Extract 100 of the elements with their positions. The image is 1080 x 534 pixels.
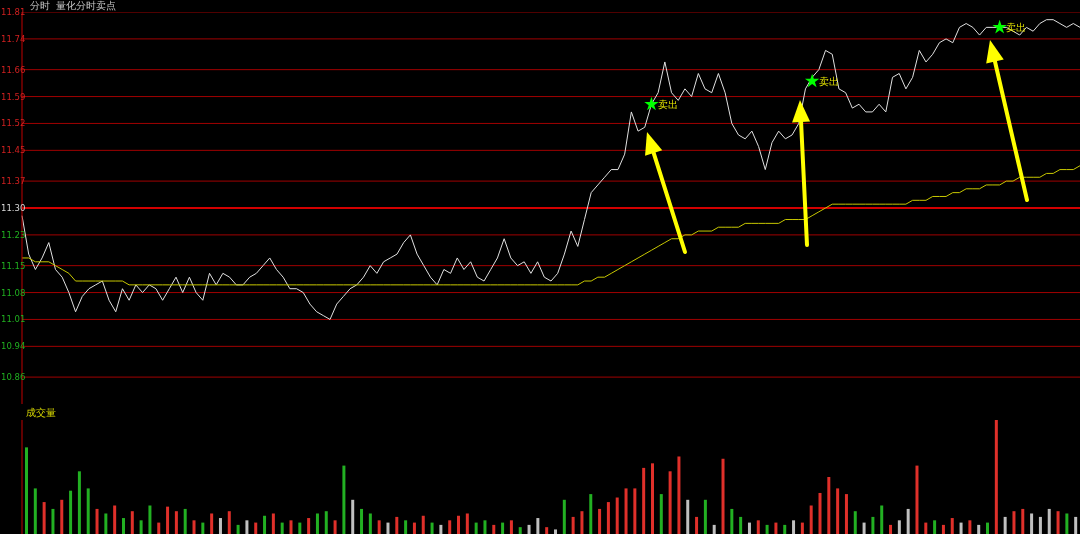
bar [880, 505, 884, 534]
bar [536, 518, 540, 534]
bar [968, 520, 972, 534]
bar [633, 488, 637, 534]
bar [465, 513, 469, 534]
bar [809, 505, 813, 534]
chart-title: 分时 量化分时卖点 [30, 0, 117, 12]
bar [25, 447, 28, 534]
bar [518, 527, 522, 534]
y-tick-label: 11.59 [1, 91, 26, 102]
bar [183, 508, 187, 534]
bar [271, 513, 275, 534]
bar [977, 524, 981, 534]
bar [703, 499, 707, 534]
bar [86, 488, 90, 534]
bar [386, 522, 390, 534]
bar [844, 494, 848, 534]
bar [730, 508, 734, 534]
bar [60, 499, 64, 534]
bar [650, 463, 654, 534]
bar [677, 456, 681, 534]
bar [77, 471, 81, 534]
bar [51, 508, 55, 534]
bar [624, 488, 628, 534]
y-tick-label: 11.23 [1, 229, 26, 240]
bar [659, 494, 663, 534]
bar [862, 522, 866, 534]
bar [395, 516, 399, 534]
bar [33, 488, 37, 534]
y-tick-label: 11.37 [1, 176, 26, 187]
y-tick-label: 11.66 [1, 64, 26, 75]
bar [157, 522, 161, 534]
bar [800, 522, 804, 534]
bar [1056, 511, 1060, 534]
bar [298, 522, 302, 534]
bar [130, 511, 134, 534]
y-tick-label: 11.81 [1, 7, 26, 17]
bar [430, 522, 434, 534]
chart-title: 成交量 [26, 406, 56, 420]
bar [792, 520, 796, 534]
y-tick-label: 11.74 [1, 33, 26, 44]
bar [254, 522, 258, 534]
bar [1003, 516, 1007, 534]
bar [606, 502, 610, 534]
bar [139, 520, 143, 534]
bar [236, 524, 240, 534]
bar [263, 515, 267, 534]
bar [210, 513, 214, 534]
bar [871, 516, 875, 534]
bar [765, 524, 769, 534]
bar [562, 499, 566, 534]
bar [747, 522, 751, 534]
bar [377, 520, 381, 534]
bar [950, 518, 954, 534]
bar [104, 513, 108, 534]
bar [509, 520, 513, 534]
y-tick-label: 10.94 [1, 341, 26, 352]
bar [941, 524, 945, 534]
bar [915, 465, 919, 534]
bar [69, 490, 73, 534]
bar [245, 520, 249, 534]
bar [836, 488, 840, 534]
bar [1021, 508, 1025, 534]
bar [554, 529, 557, 534]
bar [686, 499, 690, 534]
bar [439, 524, 443, 534]
bar [1038, 516, 1042, 534]
bar [360, 508, 364, 534]
bar [994, 420, 998, 534]
bar [906, 508, 910, 534]
y-tick-label: 11.52 [1, 118, 26, 129]
point [804, 73, 820, 88]
bar [545, 527, 549, 534]
bar [924, 522, 928, 534]
bar [351, 499, 355, 534]
bar [1074, 516, 1078, 534]
bar [712, 524, 716, 534]
bar [527, 524, 531, 534]
bar [853, 511, 857, 534]
bar [783, 524, 787, 534]
bar [827, 477, 831, 534]
y-tick-label: 11.01 [1, 314, 26, 325]
bar [986, 522, 990, 534]
bar [889, 524, 893, 534]
bar [368, 513, 372, 534]
point [644, 96, 659, 111]
bar [280, 522, 284, 534]
bar [113, 505, 117, 534]
bar [571, 516, 575, 534]
y-tick-label: 11.15 [1, 260, 26, 271]
bar [227, 511, 231, 534]
y-tick-label: 11.45 [1, 145, 26, 156]
bar [448, 520, 452, 534]
bar [421, 515, 425, 534]
bar [174, 511, 178, 534]
text: 卖出 [657, 99, 678, 111]
bar [615, 497, 619, 534]
bar [148, 505, 152, 534]
bar [307, 518, 311, 534]
bar [739, 516, 743, 534]
